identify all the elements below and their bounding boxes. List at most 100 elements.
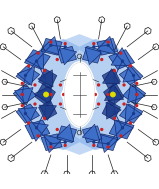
Polygon shape: [119, 104, 143, 123]
Polygon shape: [103, 69, 120, 84]
Polygon shape: [57, 126, 76, 143]
Polygon shape: [14, 88, 33, 105]
Circle shape: [50, 146, 52, 148]
Circle shape: [56, 129, 58, 130]
Polygon shape: [13, 84, 36, 105]
Polygon shape: [106, 102, 121, 119]
Polygon shape: [59, 134, 100, 155]
Circle shape: [44, 111, 45, 113]
Circle shape: [64, 43, 66, 45]
Circle shape: [133, 74, 135, 76]
Circle shape: [101, 129, 103, 130]
Circle shape: [129, 65, 131, 67]
Circle shape: [50, 94, 52, 95]
Polygon shape: [57, 124, 74, 142]
Polygon shape: [85, 47, 102, 65]
Circle shape: [107, 41, 109, 43]
Circle shape: [136, 82, 138, 84]
Circle shape: [114, 117, 115, 119]
Circle shape: [36, 127, 38, 129]
Circle shape: [50, 44, 52, 46]
Circle shape: [136, 105, 138, 107]
Polygon shape: [41, 38, 62, 55]
Polygon shape: [97, 134, 118, 151]
Circle shape: [63, 94, 65, 95]
Polygon shape: [57, 46, 76, 63]
Circle shape: [129, 122, 131, 124]
Circle shape: [107, 143, 109, 145]
Circle shape: [94, 94, 96, 95]
Circle shape: [64, 46, 66, 48]
Circle shape: [37, 52, 39, 54]
Circle shape: [114, 70, 115, 72]
Polygon shape: [28, 122, 48, 141]
Circle shape: [136, 94, 138, 95]
Circle shape: [64, 144, 66, 146]
Circle shape: [93, 144, 95, 146]
Circle shape: [101, 59, 103, 60]
Circle shape: [93, 141, 95, 143]
Polygon shape: [25, 49, 44, 70]
Circle shape: [56, 59, 58, 60]
Polygon shape: [109, 50, 135, 69]
Polygon shape: [83, 46, 102, 63]
Polygon shape: [18, 108, 37, 124]
Polygon shape: [16, 104, 40, 123]
Polygon shape: [17, 67, 35, 85]
Polygon shape: [123, 84, 146, 105]
Circle shape: [21, 94, 23, 95]
Circle shape: [93, 43, 95, 45]
Polygon shape: [59, 34, 100, 55]
Circle shape: [21, 105, 23, 107]
Polygon shape: [83, 126, 102, 143]
Polygon shape: [104, 83, 124, 106]
Polygon shape: [39, 105, 56, 120]
Polygon shape: [102, 101, 120, 120]
Circle shape: [93, 46, 95, 48]
Circle shape: [36, 60, 38, 62]
Polygon shape: [97, 38, 118, 55]
Circle shape: [120, 52, 122, 54]
Polygon shape: [16, 66, 40, 85]
Ellipse shape: [64, 63, 95, 126]
Circle shape: [50, 41, 52, 43]
Circle shape: [21, 94, 23, 95]
Circle shape: [28, 122, 30, 124]
Polygon shape: [35, 83, 55, 106]
Polygon shape: [44, 135, 62, 153]
Circle shape: [59, 103, 61, 105]
Circle shape: [24, 74, 26, 76]
Polygon shape: [128, 84, 145, 103]
Polygon shape: [38, 70, 53, 87]
Polygon shape: [59, 48, 77, 65]
Circle shape: [44, 70, 45, 72]
Circle shape: [98, 84, 100, 86]
Polygon shape: [125, 104, 142, 123]
Polygon shape: [39, 69, 57, 88]
Circle shape: [64, 141, 66, 143]
Circle shape: [37, 135, 39, 137]
Polygon shape: [80, 39, 138, 150]
Polygon shape: [41, 134, 62, 151]
Polygon shape: [123, 65, 141, 82]
Polygon shape: [34, 85, 52, 105]
Polygon shape: [102, 69, 120, 88]
Polygon shape: [21, 39, 80, 150]
Circle shape: [28, 65, 30, 67]
Polygon shape: [100, 134, 118, 153]
Circle shape: [121, 127, 123, 129]
Circle shape: [114, 111, 115, 113]
Circle shape: [44, 76, 45, 78]
Polygon shape: [104, 83, 124, 101]
Polygon shape: [39, 101, 57, 120]
Circle shape: [21, 82, 23, 84]
Circle shape: [98, 103, 100, 105]
Polygon shape: [97, 36, 115, 54]
Ellipse shape: [63, 61, 96, 128]
Circle shape: [34, 103, 36, 105]
Polygon shape: [111, 48, 132, 66]
Circle shape: [123, 103, 125, 105]
Circle shape: [107, 146, 109, 148]
Circle shape: [50, 143, 52, 145]
Circle shape: [136, 94, 138, 95]
